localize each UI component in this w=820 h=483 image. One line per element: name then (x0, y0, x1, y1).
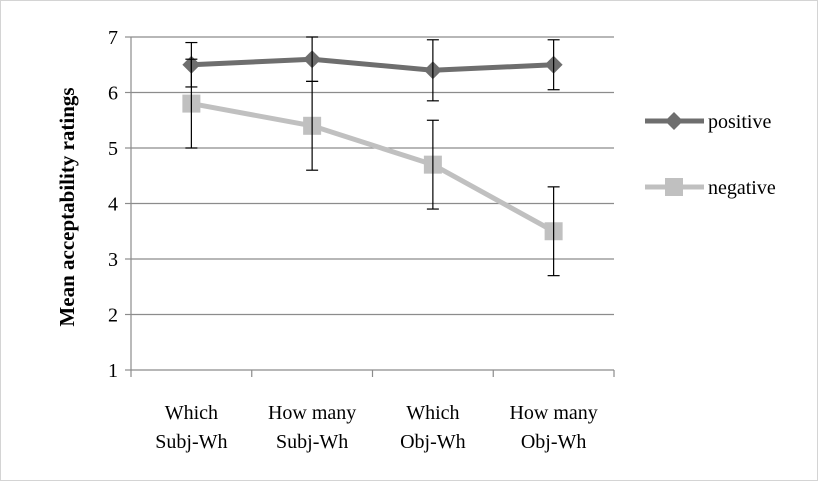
legend-marker-positive (665, 112, 683, 130)
series-line-negative (191, 104, 553, 232)
legend-item-negative: negative (645, 177, 776, 199)
series-line-positive (191, 59, 553, 70)
x-tick-label: How many Subj-Wh (268, 402, 356, 453)
y-tick-label: 2 (108, 305, 118, 327)
series-negative (182, 95, 562, 241)
series-positive (182, 50, 562, 79)
legend-label-positive: positive (708, 111, 771, 133)
y-tick-label: 1 (108, 360, 118, 382)
legend-item-positive: positive (645, 111, 771, 133)
y-tick-labels: 1 2 3 4 5 6 7 (108, 27, 118, 382)
y-tick-label: 3 (108, 249, 118, 271)
y-tick-label: 4 (108, 194, 118, 216)
legend-label-negative: negative (708, 177, 776, 199)
series-group (182, 37, 562, 276)
legend-marker-negative (665, 178, 683, 196)
gridlines (131, 37, 614, 315)
error-bars-negative (185, 59, 559, 275)
x-tick-label: How many Obj-Wh (509, 402, 597, 453)
y-tick-label: 5 (108, 138, 118, 160)
x-tick-label: Which Subj-Wh (155, 402, 227, 453)
axes (125, 37, 614, 377)
legend: positive negative (645, 111, 776, 199)
y-axis-label: Mean acceptability ratings (55, 87, 79, 326)
x-tick-labels: Which Subj-Wh How many Subj-Wh Which Obj-Wh Ho… (155, 402, 598, 453)
y-tick-label: 6 (108, 83, 118, 105)
y-tick-label: 7 (108, 27, 118, 49)
x-tick-label: Which Obj-Wh (400, 402, 466, 453)
